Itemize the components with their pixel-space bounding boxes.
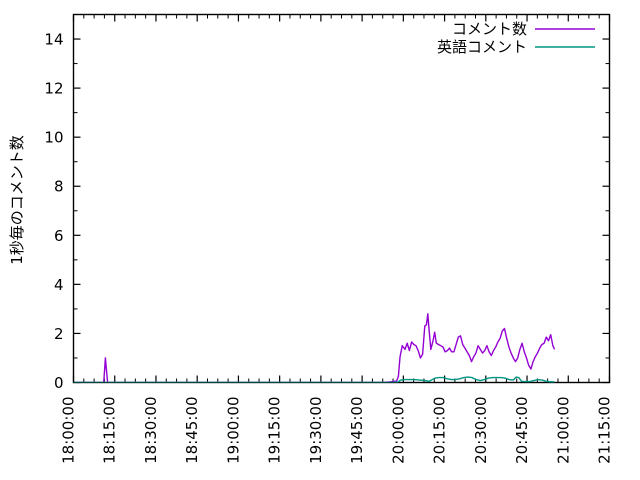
x-tick-label: 19:30:00: [307, 397, 325, 464]
y-tick-label: 12: [44, 80, 63, 98]
x-tick-label: 19:15:00: [266, 397, 284, 464]
x-tick-label: 20:00:00: [389, 397, 407, 464]
y-tick-label: 4: [54, 276, 64, 294]
series-line-1: [73, 313, 556, 383]
x-tick-label: 20:45:00: [513, 397, 531, 464]
y-tick-label: 10: [44, 129, 63, 147]
y-tick-label: 6: [54, 227, 64, 245]
y-axis-title: 1秒毎のコメント数: [8, 135, 26, 265]
x-tick-label: 21:15:00: [596, 397, 614, 464]
data-series-group: [73, 313, 556, 383]
legend-label-1: コメント数: [452, 20, 527, 38]
y-axis-ticks: [73, 38, 610, 384]
y-tick-label: 8: [54, 178, 64, 196]
x-axis-tick-labels: 18:00:00 18:15:00 18:30:00 18:45:00 19:00:00…: [60, 397, 614, 464]
y-axis-tick-labels: 0 2 4 6 8 10 12 14: [44, 31, 63, 392]
x-tick-label: 19:45:00: [348, 397, 366, 464]
x-tick-label: 19:00:00: [224, 397, 242, 464]
x-tick-label: 20:15:00: [431, 397, 449, 464]
y-tick-label: 14: [44, 31, 63, 49]
x-tick-label: 18:00:00: [60, 397, 78, 464]
y-tick-label: 2: [54, 325, 64, 343]
x-tick-label: 18:15:00: [101, 397, 119, 464]
x-tick-label: 18:45:00: [183, 397, 201, 464]
x-tick-label: 21:00:00: [554, 397, 572, 464]
y-tick-label: 0: [54, 374, 64, 392]
x-tick-label: 18:30:00: [142, 397, 160, 464]
x-tick-label: 20:30:00: [472, 397, 490, 464]
legend-label-2: 英語コメント: [437, 38, 527, 56]
series-line-2: [73, 376, 555, 383]
